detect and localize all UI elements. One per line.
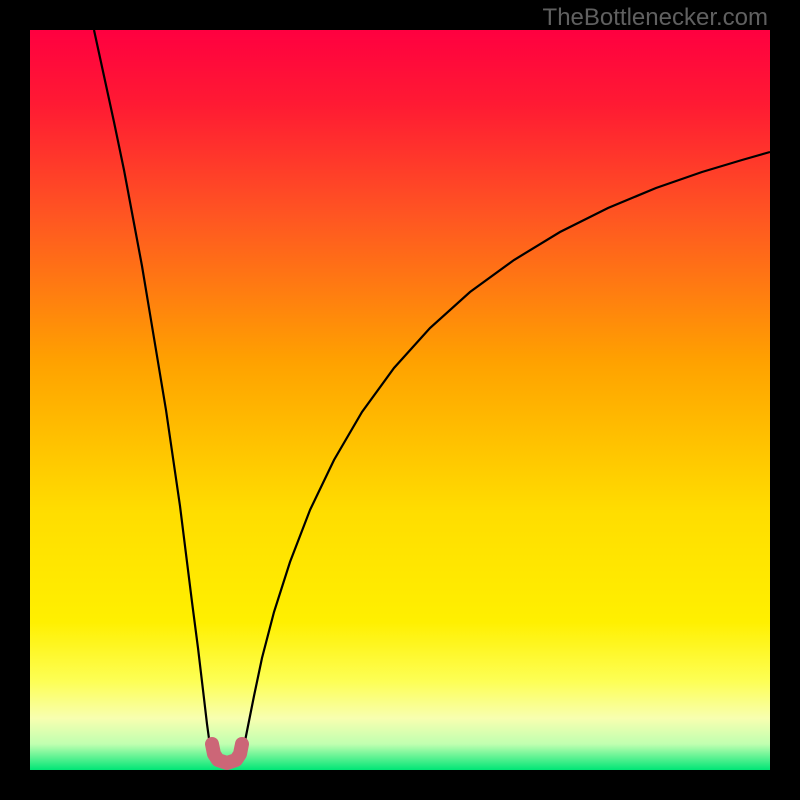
curve-left xyxy=(94,30,212,756)
curve-right xyxy=(242,152,770,756)
valley-marker xyxy=(212,744,242,763)
watermark-text: TheBottlenecker.com xyxy=(543,4,768,32)
curve-layer xyxy=(30,30,770,770)
plot-area xyxy=(30,30,770,770)
